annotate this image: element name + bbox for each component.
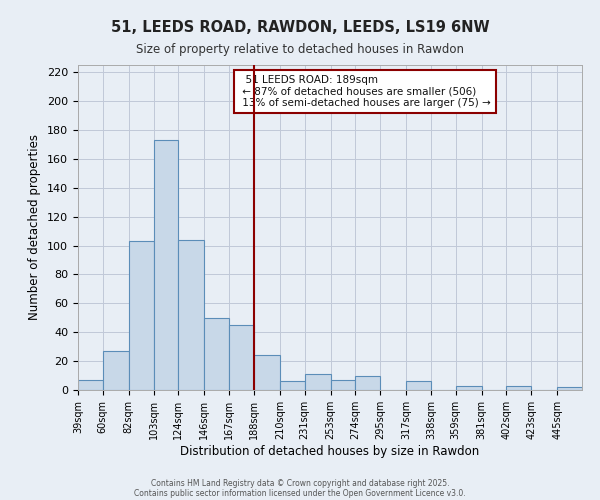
Bar: [229, 325, 254, 390]
Bar: [103, 351, 129, 390]
Bar: [305, 374, 331, 390]
Text: Contains HM Land Registry data © Crown copyright and database right 2025.: Contains HM Land Registry data © Crown c…: [151, 478, 449, 488]
Bar: [406, 382, 431, 390]
Bar: [78, 380, 103, 390]
Bar: [557, 387, 582, 390]
Bar: [178, 240, 204, 390]
Bar: [331, 380, 355, 390]
Bar: [280, 382, 305, 390]
Bar: [129, 241, 154, 390]
Bar: [204, 318, 229, 390]
Text: 51 LEEDS ROAD: 189sqm
 ← 87% of detached houses are smaller (506)
 13% of semi-d: 51 LEEDS ROAD: 189sqm ← 87% of detached …: [239, 74, 491, 108]
Y-axis label: Number of detached properties: Number of detached properties: [28, 134, 41, 320]
Text: Size of property relative to detached houses in Rawdon: Size of property relative to detached ho…: [136, 42, 464, 56]
Bar: [154, 140, 178, 390]
Bar: [456, 386, 482, 390]
Bar: [506, 386, 531, 390]
Text: 51, LEEDS ROAD, RAWDON, LEEDS, LS19 6NW: 51, LEEDS ROAD, RAWDON, LEEDS, LS19 6NW: [110, 20, 490, 35]
Bar: [355, 376, 380, 390]
X-axis label: Distribution of detached houses by size in Rawdon: Distribution of detached houses by size …: [181, 444, 479, 458]
Text: Contains public sector information licensed under the Open Government Licence v3: Contains public sector information licen…: [134, 488, 466, 498]
Bar: [254, 356, 280, 390]
